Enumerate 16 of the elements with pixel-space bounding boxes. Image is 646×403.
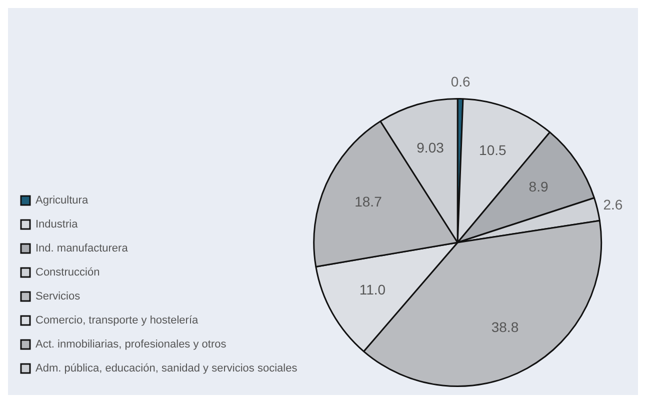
data-label: 8.9 (528, 178, 548, 195)
data-label: 11.0 (359, 281, 386, 298)
legend-label: Comercio, transporte y hostelería (36, 314, 200, 327)
legend-label: Agricultura (36, 194, 89, 207)
legend-label: Act. inmobiliarias, profesionales y otros (36, 338, 227, 351)
legend-label: Adm. pública, educación, sanidad y servicios sociales (36, 362, 298, 375)
legend-label: Industria (36, 218, 79, 231)
data-label: 2.6 (603, 196, 623, 212)
data-label: 9.03 (416, 140, 444, 156)
legend-label: Servicios (36, 290, 81, 303)
data-label: 10.5 (479, 142, 507, 158)
legend-label: Ind. manufacturera (36, 242, 129, 255)
data-label: 18.7 (354, 194, 382, 210)
data-label: 0.6 (450, 74, 471, 90)
data-label: 38.8 (491, 318, 519, 335)
legend-label: Construcción (36, 266, 100, 279)
